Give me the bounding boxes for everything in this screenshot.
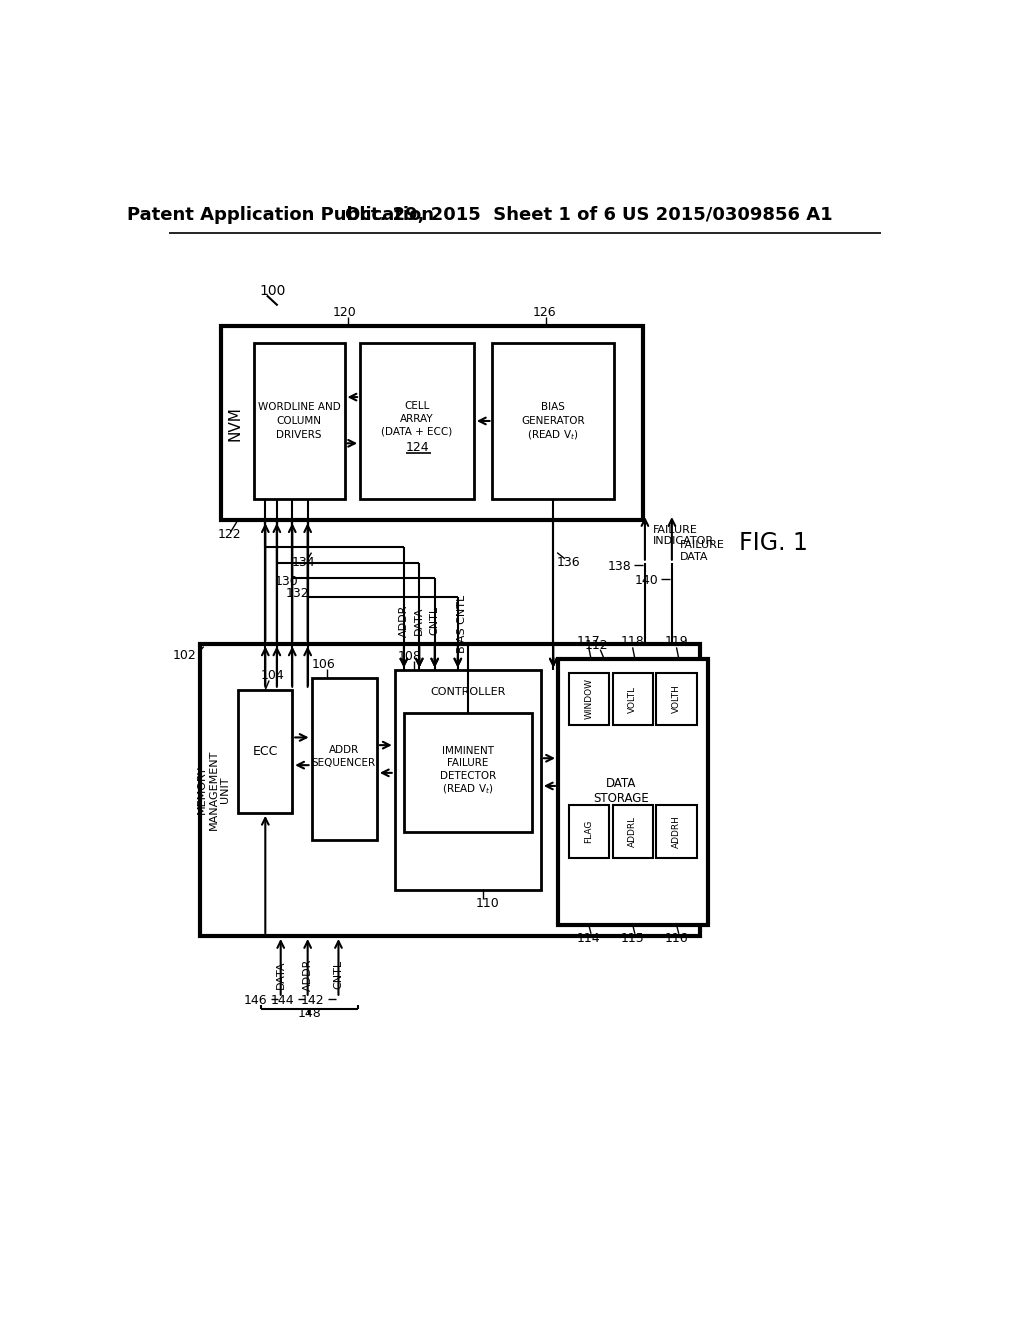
Text: 122: 122 [217, 528, 242, 541]
Bar [200, 644, 700, 936]
Text: CNTL: CNTL [430, 606, 439, 635]
Bar [360, 343, 474, 499]
Text: 100: 100 [259, 284, 286, 298]
Text: 124: 124 [406, 441, 429, 454]
Text: NVM: NVM [227, 405, 243, 441]
Text: FLAG: FLAG [585, 820, 593, 843]
Bar [568, 673, 608, 725]
Text: ADDR: ADDR [329, 744, 359, 755]
Text: DATA: DATA [415, 606, 424, 635]
Text: 148: 148 [297, 1007, 322, 1019]
Text: FIG. 1: FIG. 1 [739, 532, 808, 556]
Text: 142: 142 [301, 994, 325, 1007]
Bar [568, 805, 608, 858]
Text: CONTROLLER: CONTROLLER [430, 686, 506, 697]
Text: BIAS CNTL: BIAS CNTL [457, 595, 467, 653]
Text: 134: 134 [292, 556, 315, 569]
Text: DATA
STORAGE: DATA STORAGE [593, 777, 649, 805]
Text: 112: 112 [585, 639, 608, 652]
Text: 138: 138 [607, 560, 631, 573]
Text: COLUMN: COLUMN [276, 416, 322, 426]
Bar [221, 326, 643, 520]
Text: 132: 132 [286, 587, 309, 601]
Text: 106: 106 [311, 657, 335, 671]
Text: ADDR: ADDR [399, 605, 409, 636]
Text: WINDOW: WINDOW [585, 678, 593, 719]
Text: 120: 120 [333, 306, 356, 319]
Text: ADDRL: ADDRL [628, 816, 637, 847]
Bar [656, 805, 696, 858]
Text: ECC: ECC [253, 744, 278, 758]
Text: DETECTOR: DETECTOR [439, 771, 496, 781]
Bar [656, 673, 696, 725]
Text: 110: 110 [475, 898, 499, 911]
Bar [311, 678, 377, 840]
Text: 130: 130 [274, 576, 298, 589]
Text: 116: 116 [665, 932, 688, 945]
Text: 108: 108 [398, 649, 422, 663]
Text: FAILURE
INDICATOR: FAILURE INDICATOR [652, 525, 714, 546]
Text: DRIVERS: DRIVERS [276, 430, 322, 440]
Text: (READ V$_t$): (READ V$_t$) [442, 783, 494, 796]
Bar [254, 343, 345, 499]
Text: MEMORY
MANAGEMENT
UNIT: MEMORY MANAGEMENT UNIT [197, 750, 230, 830]
Text: CNTL: CNTL [334, 960, 343, 989]
Text: FAILURE: FAILURE [447, 758, 488, 768]
Text: FAILURE
DATA: FAILURE DATA [680, 540, 724, 562]
Text: 144: 144 [270, 994, 294, 1007]
Bar [239, 689, 292, 813]
Text: Patent Application Publication: Patent Application Publication [127, 206, 434, 223]
Bar [394, 671, 541, 890]
Text: DATA: DATA [275, 961, 286, 989]
Text: VOLTL: VOLTL [628, 685, 637, 713]
Text: 117: 117 [577, 635, 601, 648]
Bar [493, 343, 614, 499]
Text: (READ V$_t$): (READ V$_t$) [527, 428, 580, 442]
Text: US 2015/0309856 A1: US 2015/0309856 A1 [622, 206, 833, 223]
Text: 126: 126 [534, 306, 557, 319]
Text: 136: 136 [557, 556, 581, 569]
Text: 115: 115 [621, 932, 644, 945]
Text: WORDLINE AND: WORDLINE AND [258, 403, 341, 412]
Text: 119: 119 [665, 635, 688, 648]
Text: BIAS: BIAS [542, 403, 565, 412]
Text: Oct. 29, 2015  Sheet 1 of 6: Oct. 29, 2015 Sheet 1 of 6 [345, 206, 616, 223]
Text: ARRAY: ARRAY [400, 413, 434, 424]
Text: SEQUENCER: SEQUENCER [311, 758, 376, 768]
Text: 114: 114 [577, 932, 600, 945]
Bar [612, 673, 652, 725]
Text: 146: 146 [244, 994, 267, 1007]
Text: (DATA + ECC): (DATA + ECC) [381, 426, 453, 437]
Text: 104: 104 [261, 669, 285, 682]
Text: ADDRH: ADDRH [672, 814, 681, 847]
Text: IMMINENT: IMMINENT [441, 746, 494, 755]
Text: 118: 118 [621, 635, 644, 648]
Text: GENERATOR: GENERATOR [521, 416, 585, 426]
Text: CELL: CELL [404, 400, 430, 411]
Text: 102: 102 [172, 648, 196, 661]
Bar [403, 713, 531, 832]
Text: 140: 140 [634, 574, 658, 587]
Text: VOLTH: VOLTH [672, 685, 681, 713]
Bar [558, 659, 708, 924]
Bar [612, 805, 652, 858]
Text: ADDR: ADDR [303, 958, 312, 991]
